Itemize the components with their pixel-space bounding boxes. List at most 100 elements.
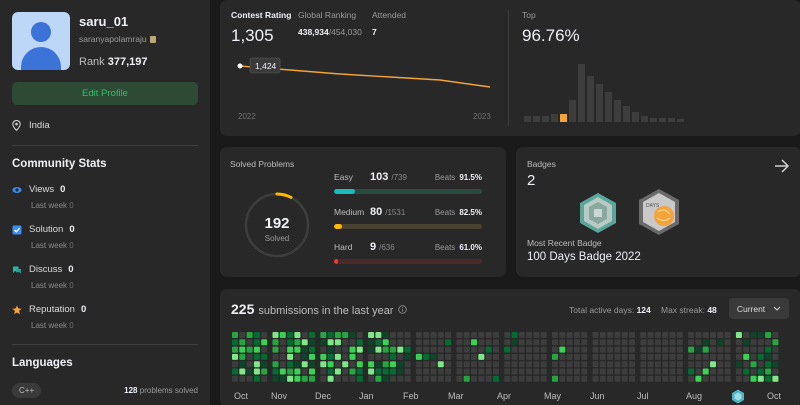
- max-streak: Max streak: 48: [661, 305, 717, 315]
- solved-progress-ring[interactable]: 192 Solved: [243, 191, 311, 259]
- badge-100-days-icon[interactable]: DAYS: [636, 187, 682, 237]
- histogram-bar: [569, 100, 576, 122]
- heatmap-cell: [757, 368, 764, 375]
- language-row: C++ 128 problems solved: [12, 383, 198, 398]
- submission-heatmap[interactable]: [232, 329, 792, 387]
- heatmap-cell: [552, 368, 558, 375]
- heatmap-cell: [702, 368, 709, 375]
- beats-value: 61.0%: [459, 243, 482, 252]
- beats-label: Beats: [434, 173, 456, 182]
- star-icon: [12, 304, 22, 314]
- most-recent-badge-label: Most Recent Badge: [527, 238, 602, 248]
- heatmap-cell: [294, 332, 301, 338]
- heatmap-cell: [397, 361, 404, 368]
- heatmap-cell: [533, 375, 540, 382]
- heatmap-cell: [246, 353, 253, 360]
- heatmap-cell: [559, 339, 566, 346]
- heatmap-cell: [592, 332, 599, 338]
- heatmap-cell: [710, 353, 716, 360]
- heatmap-cell: [735, 368, 742, 375]
- heatmap-cell: [581, 332, 588, 338]
- heatmap-cell: [437, 346, 444, 353]
- heatmap-cell: [375, 346, 382, 353]
- language-chip[interactable]: C++: [12, 383, 42, 398]
- badge-50-days-icon[interactable]: [576, 191, 620, 235]
- heatmap-cell: [533, 346, 540, 353]
- histogram-bar: [668, 118, 675, 122]
- difficulty-name: Medium: [334, 207, 365, 217]
- heatmap-cell: [342, 353, 349, 360]
- beats-label: Beats: [434, 243, 456, 252]
- heatmap-cell: [688, 332, 695, 338]
- heatmap-cell: [404, 332, 411, 338]
- month-label: Jun: [590, 391, 605, 401]
- heatmap-cell: [287, 332, 294, 338]
- heatmap-cell: [334, 375, 341, 382]
- heatmap-cell: [676, 361, 683, 368]
- heatmap-cell: [294, 361, 301, 368]
- heatmap-cell: [669, 361, 676, 368]
- heatmap-cell: [743, 339, 750, 346]
- heatmap-cell: [640, 368, 647, 375]
- heatmap-cell: [621, 339, 628, 346]
- heatmap-cell: [735, 353, 742, 360]
- difficulty-total: /1531: [385, 208, 406, 217]
- badges-title: Badges: [527, 159, 556, 169]
- heatmap-cell: [765, 332, 772, 338]
- heatmap-cell: [511, 339, 518, 346]
- global-ranking-value: 438,934: [298, 27, 329, 37]
- period-select[interactable]: Current: [729, 298, 789, 319]
- solved-total: 192: [264, 215, 289, 232]
- heatmap-cell: [518, 353, 525, 360]
- heatmap-cell: [511, 332, 518, 338]
- heatmap-cell: [765, 361, 772, 368]
- info-icon[interactable]: [398, 305, 408, 314]
- heatmap-cell: [294, 339, 301, 346]
- heatmap-cell: [478, 332, 485, 338]
- heatmap-cell: [404, 361, 411, 368]
- arrow-right-icon[interactable]: [774, 159, 790, 173]
- edit-profile-button[interactable]: Edit Profile: [12, 82, 198, 105]
- heatmap-badge-icon[interactable]: [731, 389, 745, 404]
- heatmap-cell: [294, 353, 301, 360]
- heatmap-cell: [356, 332, 363, 338]
- heatmap-cell: [320, 353, 327, 360]
- heatmap-cell: [382, 339, 389, 346]
- avatar[interactable]: [12, 12, 70, 70]
- heatmap-cell: [695, 375, 702, 382]
- heatmap-cell: [710, 361, 716, 368]
- heatmap-cell: [702, 361, 709, 368]
- heatmap-cell: [261, 346, 268, 353]
- heatmap-cell: [445, 375, 452, 382]
- heatmap-cell: [342, 375, 349, 382]
- heatmap-cell: [437, 368, 444, 375]
- heatmap-cell: [463, 368, 470, 375]
- heatmap-cell: [654, 346, 661, 353]
- heatmap-cell: [415, 361, 422, 368]
- rating-histogram[interactable]: [522, 56, 692, 126]
- rating-line-chart[interactable]: 1,424 2022 2023: [230, 52, 500, 124]
- heatmap-cell: [239, 332, 246, 338]
- heatmap-cell: [724, 339, 731, 346]
- heatmap-cell: [404, 346, 411, 353]
- heatmap-cell: [349, 353, 356, 360]
- language-count: 128 problems solved: [124, 386, 198, 395]
- heatmap-cell: [327, 346, 334, 353]
- heatmap-cell: [342, 332, 349, 338]
- heatmap-cell: [390, 353, 396, 360]
- heatmap-cell: [750, 375, 757, 382]
- heatmap-cell: [688, 353, 695, 360]
- heatmap-cell: [676, 339, 683, 346]
- heatmap-cell: [445, 361, 452, 368]
- badge-days-text: DAYS: [646, 203, 660, 209]
- heatmap-cell: [702, 353, 709, 360]
- heatmap-cell: [757, 361, 764, 368]
- heatmap-cell: [430, 361, 437, 368]
- stat-sub-label: Last week: [31, 241, 68, 250]
- heatmap-cell: [676, 368, 683, 375]
- heatmap-cell: [279, 346, 286, 353]
- heatmap-cell: [540, 332, 547, 338]
- heatmap-cell: [765, 368, 772, 375]
- heatmap-cell: [349, 361, 356, 368]
- heatmap-cell: [702, 346, 709, 353]
